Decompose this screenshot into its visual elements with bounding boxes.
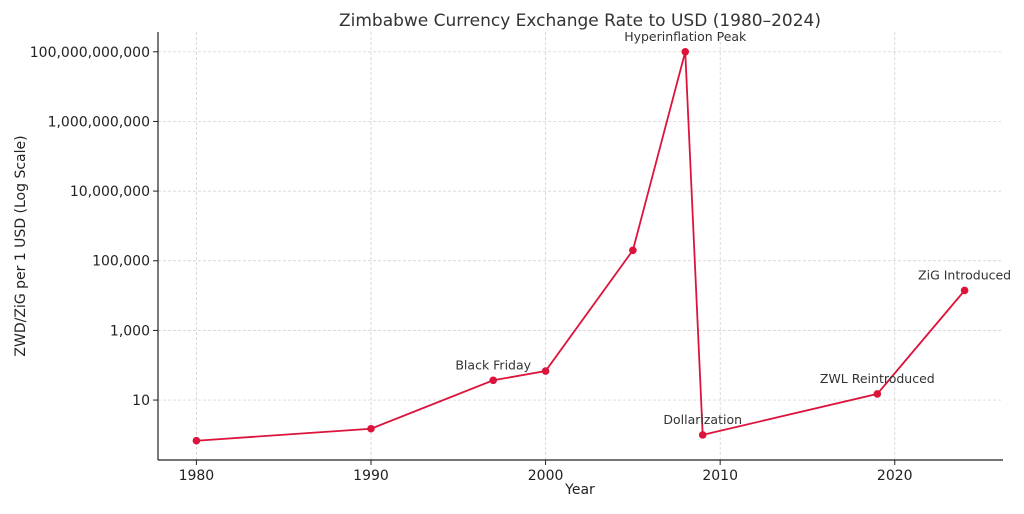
annotation-label: ZiG Introduced (918, 267, 1011, 282)
x-axis-label: Year (564, 482, 595, 498)
x-tick-label: 1980 (179, 468, 215, 484)
x-tick-label: 2010 (702, 468, 738, 484)
grid (158, 32, 1003, 460)
annotation-label: Hyperinflation Peak (624, 29, 747, 44)
y-tick-label: 10,000,000 (70, 184, 150, 200)
series-line (192, 47, 969, 445)
data-point (698, 431, 707, 439)
data-point (873, 390, 882, 398)
ticks: 1980 1990 2000 2010 2020 10 1,000 100,000 10,000… (30, 45, 913, 484)
x-tick-label: 2000 (528, 468, 564, 484)
y-tick-label: 10 (132, 393, 150, 409)
data-point (541, 367, 550, 375)
y-tick-label: 100,000 (92, 254, 150, 270)
chart-title: Zimbabwe Currency Exchange Rate to USD (… (339, 11, 821, 31)
data-point (192, 436, 201, 445)
x-tick-label: 2020 (877, 468, 913, 484)
data-point (960, 286, 969, 295)
annotation-label: Black Friday (455, 357, 531, 372)
data-point (367, 424, 375, 433)
x-tick-label: 1990 (353, 468, 389, 484)
annotation-label: ZWL Reintroduced (820, 371, 935, 386)
data-point (629, 246, 637, 255)
y-axis-label: ZWD/ZiG per 1 USD (Log Scale) (13, 135, 29, 356)
annotation-label: Dollarization (663, 412, 742, 427)
annotations: Black Friday Hyperinflation Peak Dollariza… (455, 29, 1011, 427)
data-point (681, 47, 690, 56)
y-tick-label: 1,000 (110, 323, 150, 339)
y-tick-label: 1,000,000,000 (48, 114, 150, 130)
axes (157, 32, 1003, 461)
data-point (489, 376, 498, 385)
y-tick-label: 100,000,000,000 (30, 45, 150, 61)
